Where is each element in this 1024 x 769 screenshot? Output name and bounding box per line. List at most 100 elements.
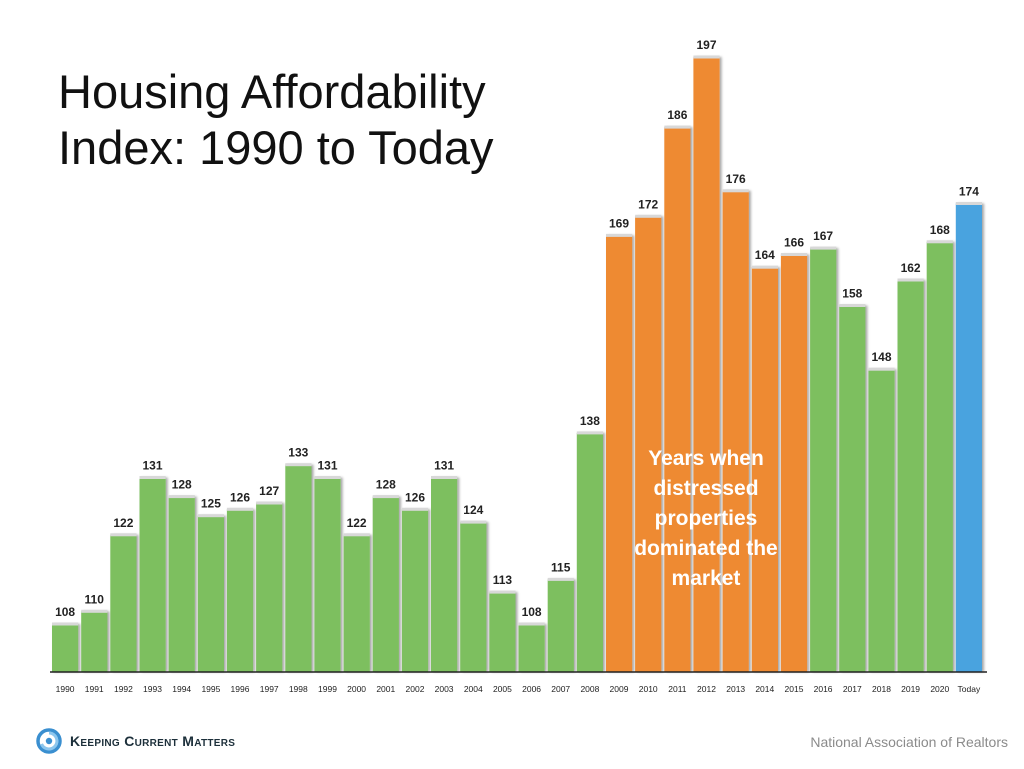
- bar-cap-2012: [693, 55, 720, 59]
- value-label-1996: 126: [230, 490, 250, 504]
- bar-1999: [314, 477, 341, 672]
- bar-1995: [197, 515, 224, 672]
- bar-cap-2015: [780, 253, 808, 256]
- bar-2011: [664, 127, 691, 673]
- bar-2002: [401, 509, 429, 672]
- bar-cap-1998: [285, 463, 312, 467]
- footer-logo: Keeping Current Matters: [36, 728, 235, 754]
- value-label-2002: 126: [405, 490, 425, 504]
- tick-label-2009: 2009: [610, 684, 629, 694]
- bar-cap-1993: [139, 476, 166, 479]
- value-label-1993: 131: [142, 459, 162, 473]
- bar-2005: [489, 592, 516, 672]
- value-label-1992: 122: [113, 516, 133, 530]
- tick-label-1999: 1999: [318, 684, 337, 694]
- bar-cap-2010: [635, 214, 662, 218]
- bar-2007: [547, 579, 574, 672]
- bar-cap-1997: [256, 501, 283, 505]
- bar-cap-2001: [372, 495, 399, 499]
- tick-label-2013: 2013: [726, 684, 745, 694]
- tick-label-1992: 1992: [114, 684, 133, 694]
- tick-label-2002: 2002: [406, 684, 425, 694]
- tick-label-2004: 2004: [464, 684, 483, 694]
- value-label-2006: 108: [522, 605, 542, 619]
- bar-1998: [285, 464, 312, 672]
- value-label-2010: 172: [638, 197, 658, 211]
- tick-label-2006: 2006: [522, 684, 541, 694]
- value-label-2014: 164: [755, 248, 775, 262]
- bar-2009: [606, 235, 633, 672]
- value-label-2003: 131: [434, 459, 454, 473]
- tick-label-2000: 2000: [347, 684, 366, 694]
- tick-label-1998: 1998: [289, 684, 308, 694]
- bar-cap-2003: [431, 476, 458, 479]
- tick-label-2003: 2003: [435, 684, 454, 694]
- distressed-years-annotation: Years when distressed properties dominat…: [634, 447, 778, 590]
- bar-cap-2009: [606, 233, 633, 237]
- tick-label-2001: 2001: [376, 684, 395, 694]
- bar-cap-2005: [489, 590, 516, 594]
- tick-label-1993: 1993: [143, 684, 162, 694]
- bar-2017: [839, 305, 866, 672]
- bar-2016: [810, 248, 837, 672]
- value-label-2020: 168: [930, 223, 950, 237]
- value-label-2016: 167: [813, 229, 833, 243]
- value-label-2001: 128: [376, 478, 396, 492]
- value-label-2017: 158: [842, 287, 862, 301]
- bar-2018: [868, 369, 895, 672]
- bar-2004: [460, 522, 487, 672]
- bar-cap-2019: [897, 278, 924, 282]
- value-label-2011: 186: [667, 108, 687, 122]
- bar-2010: [635, 216, 662, 673]
- logo-text: Keeping Current Matters: [70, 733, 236, 749]
- value-label-1990: 108: [55, 605, 75, 619]
- bar-cap-2000: [343, 533, 370, 537]
- value-label-2013: 176: [726, 172, 746, 186]
- tick-label-2017: 2017: [843, 684, 862, 694]
- bar-1992: [110, 534, 137, 672]
- tick-label-1995: 1995: [201, 684, 220, 694]
- value-labels-group: 108 110 122 131 128 125 126 127 133 131 122 128 126 1…: [55, 38, 979, 619]
- value-label-1995: 125: [201, 497, 221, 511]
- tick-label-2016: 2016: [814, 684, 833, 694]
- tick-label-2012: 2012: [697, 684, 716, 694]
- bar-cap-2018: [868, 367, 895, 371]
- tick-label-2018: 2018: [872, 684, 891, 694]
- tick-label-2011: 2011: [668, 684, 687, 694]
- chart-title: Housing Affordability Index: 1990 to Tod…: [58, 65, 494, 174]
- tick-label-2014: 2014: [755, 684, 774, 694]
- tick-label-2020: 2020: [930, 684, 949, 694]
- value-label-2000: 122: [347, 516, 367, 530]
- bar-2001: [372, 496, 399, 672]
- value-label-1991: 110: [85, 592, 105, 606]
- tick-label-1996: 1996: [231, 684, 250, 694]
- tick-label-1997: 1997: [260, 684, 279, 694]
- bar-1990: [52, 624, 79, 672]
- bar-cap-2008: [576, 431, 603, 435]
- bar-cap-2007: [547, 577, 574, 581]
- tick-labels-group: 1990 1991 1992 1993 1994 1995 1996 1997 1998 1999…: [56, 684, 981, 694]
- bar-2012: [693, 57, 720, 672]
- tick-label-2007: 2007: [551, 684, 570, 694]
- value-label-2018: 148: [871, 350, 891, 364]
- value-label-2012: 197: [696, 38, 716, 52]
- bar-2008: [576, 432, 603, 672]
- bar-cap-1990: [52, 622, 79, 626]
- value-label-2005: 113: [493, 573, 513, 587]
- bar-cap-1999: [314, 476, 341, 479]
- bar-cap-2016: [810, 246, 837, 250]
- bar-2013: [722, 190, 749, 673]
- tick-label-2019: 2019: [901, 684, 920, 694]
- tick-label-1991: 1991: [85, 684, 104, 694]
- tick-label-2005: 2005: [493, 684, 512, 694]
- bar-2019: [897, 280, 924, 672]
- bar-2015: [780, 254, 808, 672]
- bar-cap-2014: [751, 265, 778, 269]
- value-label-1994: 128: [172, 478, 192, 492]
- bar-cap-2020: [926, 240, 953, 244]
- bar-2020: [926, 241, 953, 673]
- value-label-2015: 166: [784, 236, 804, 250]
- bar-cap-2006: [518, 622, 545, 626]
- tick-label-2010: 2010: [639, 684, 658, 694]
